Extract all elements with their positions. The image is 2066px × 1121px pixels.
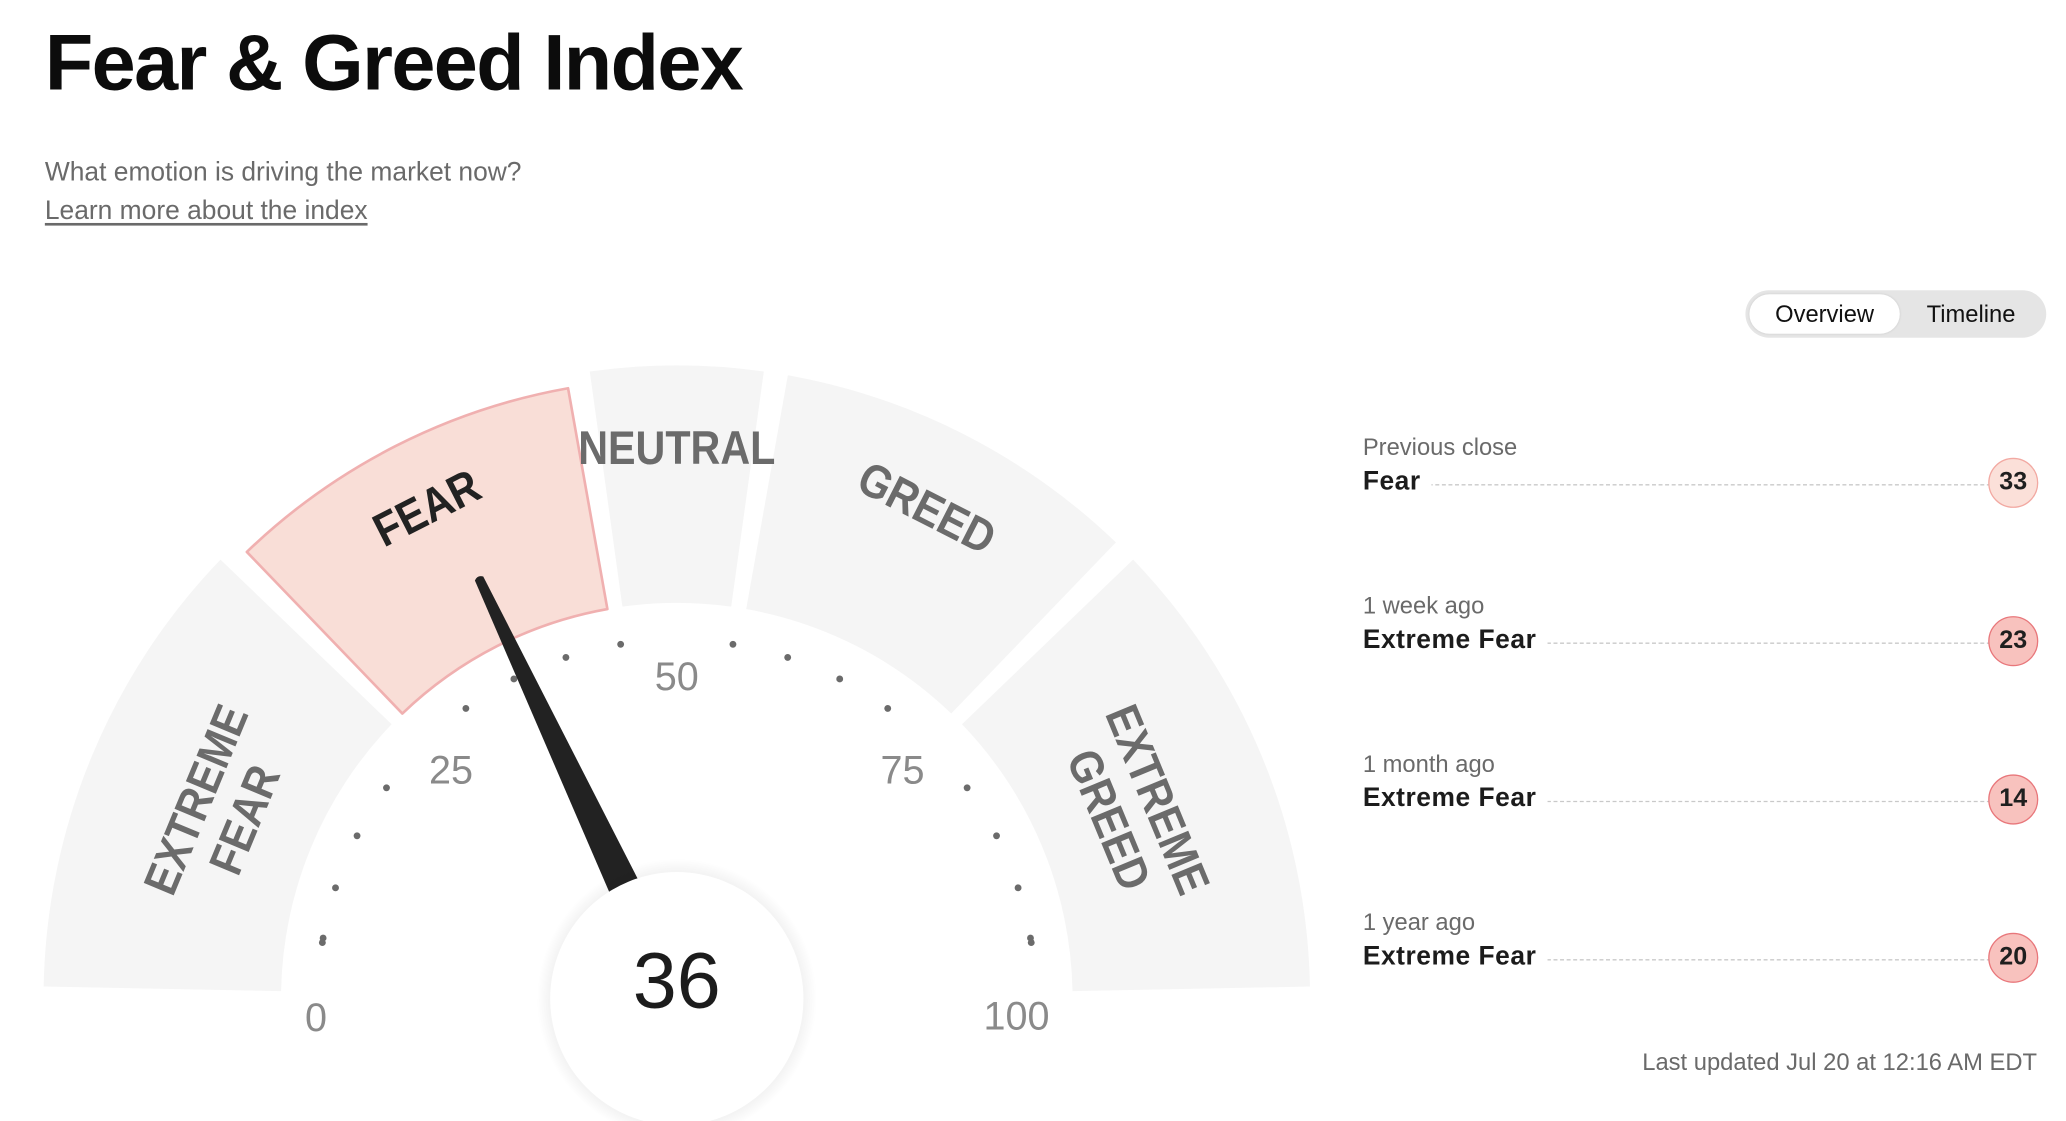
gauge-inner-area <box>283 605 1070 999</box>
gauge-value: 36 <box>633 936 721 1025</box>
gauge-dot <box>1014 884 1022 892</box>
page-subtitle: What emotion is driving the market now? <box>44 158 522 188</box>
history-dotted-line <box>1415 959 1991 961</box>
gauge-dot <box>318 939 326 947</box>
history-rating: Fear <box>1362 464 1432 499</box>
gauge-segment-neutral[interactable] <box>589 365 764 607</box>
history-item-1-month-ago: 1 month ago Extreme Fear 14 <box>1362 749 2039 865</box>
fear-greed-gauge: EXTREMEFEARFEARNEUTRALGREEDEXTREMEGREED … <box>43 365 1310 1121</box>
gauge-dot <box>510 675 518 683</box>
history-label: 1 week ago <box>1362 592 1485 619</box>
history-label: 1 month ago <box>1362 750 1495 778</box>
timeline-tab[interactable]: Timeline <box>1926 300 2016 328</box>
gauge-segment-label-neutral: NEUTRAL <box>578 422 775 474</box>
history-score-badge: 14 <box>1988 774 2039 825</box>
gauge-dot <box>1027 934 1034 942</box>
gauge-dot <box>617 640 625 648</box>
gauge-dot <box>729 640 737 648</box>
history-item-1-year-ago: 1 year ago Extreme Fear 20 <box>1362 908 2039 1024</box>
gauge-dot <box>353 832 361 840</box>
history-item-1-week-ago: 1 week ago Extreme Fear 23 <box>1362 591 2039 707</box>
overview-tab[interactable]: Overview <box>1749 294 1900 334</box>
gauge-tick-label: 50 <box>655 655 699 699</box>
gauge-dot <box>784 653 792 661</box>
gauge-dot <box>462 704 470 712</box>
history-dotted-line <box>1415 800 1991 803</box>
gauge-tick-label: 75 <box>881 748 925 792</box>
gauge-tick-label: 0 <box>305 996 327 1040</box>
history-dotted-line <box>1415 484 1991 486</box>
page-title: Fear & Greed Index <box>44 18 744 107</box>
gauge-segment-extreme-fear[interactable] <box>43 559 392 992</box>
gauge-tick-label: 100 <box>984 995 1050 1039</box>
gauge-dot <box>562 653 570 661</box>
history-score-badge: 23 <box>1988 616 2039 667</box>
gauge-hub <box>550 872 804 1121</box>
learn-more-link[interactable]: Learn more about the index <box>44 196 368 226</box>
history-score-badge: 20 <box>1988 932 2039 983</box>
gauge-tick-label: 25 <box>429 748 473 792</box>
history-rating: Extreme Fear <box>1362 781 1547 816</box>
gauge-dot <box>963 784 971 792</box>
gauge-dot <box>993 832 1000 840</box>
history-label: 1 year ago <box>1362 908 1476 936</box>
history-dotted-line <box>1415 642 1991 644</box>
gauge-needle <box>474 576 640 896</box>
view-toggle: Overview Timeline <box>1745 290 2047 338</box>
last-updated: Last updated Jul 20 at 12:16 AM EDT <box>1642 1048 2037 1076</box>
history-rating: Extreme Fear <box>1362 622 1547 658</box>
gauge-dot <box>383 784 390 792</box>
gauge-segment-fear[interactable] <box>245 386 609 715</box>
gauge-segment-greed[interactable] <box>746 375 1116 714</box>
gauge-dot <box>332 884 339 892</box>
history-score-badge: 33 <box>1988 457 2039 508</box>
gauge-segment-extreme-greed[interactable] <box>961 559 1310 992</box>
gauge-dot <box>836 675 844 683</box>
history-label: Previous close <box>1362 434 1518 461</box>
gauge-dot <box>884 704 892 712</box>
history-rating: Extreme Fear <box>1362 939 1547 974</box>
history-item-previous-close: Previous close Fear 33 <box>1362 433 2039 549</box>
